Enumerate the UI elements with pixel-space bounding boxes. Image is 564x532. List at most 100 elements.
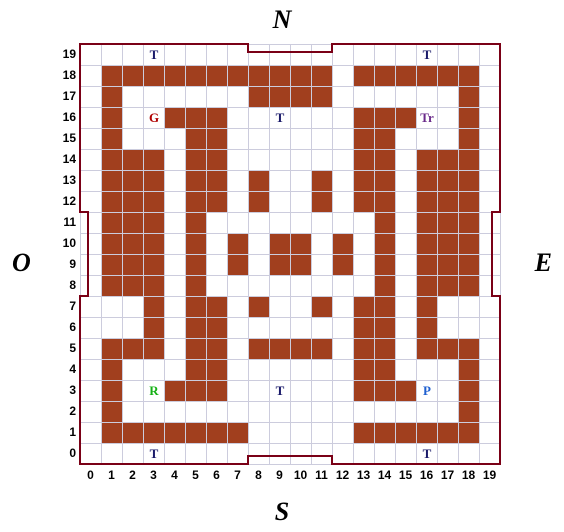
grid-cell <box>228 360 249 381</box>
grid-cell <box>81 360 102 381</box>
grid-cell <box>459 423 480 444</box>
grid-cell <box>459 150 480 171</box>
grid-cell <box>291 129 312 150</box>
grid-cell <box>438 87 459 108</box>
grid-cell <box>123 108 144 129</box>
grid-cell <box>312 129 333 150</box>
grid-cell <box>291 381 312 402</box>
grid-cell <box>207 213 228 234</box>
grid-cell <box>144 276 165 297</box>
grid-cell <box>270 87 291 108</box>
grid-cell <box>102 108 123 129</box>
grid-cell <box>207 297 228 318</box>
grid-cell <box>102 87 123 108</box>
grid-cell <box>102 213 123 234</box>
grid-cell <box>375 297 396 318</box>
grid-cell <box>165 444 186 465</box>
grid-cell <box>354 297 375 318</box>
axis-x-label: 9 <box>269 468 290 482</box>
grid-cell <box>144 66 165 87</box>
grid-cell <box>102 276 123 297</box>
grid-marker: P <box>417 381 438 402</box>
grid-cell <box>396 402 417 423</box>
grid-cell <box>375 423 396 444</box>
grid-cell <box>270 297 291 318</box>
grid-cell <box>228 129 249 150</box>
grid-cell <box>144 129 165 150</box>
grid-cell <box>228 87 249 108</box>
grid-cell <box>249 318 270 339</box>
grid-cell <box>438 108 459 129</box>
grid-cell <box>312 444 333 465</box>
grid-cell <box>480 318 501 339</box>
grid-cell <box>291 402 312 423</box>
grid-cell <box>123 318 144 339</box>
grid-cell <box>165 360 186 381</box>
grid-cell <box>480 297 501 318</box>
grid-cell <box>459 276 480 297</box>
grid-cell <box>186 444 207 465</box>
grid-cell <box>81 339 102 360</box>
grid-cell <box>249 255 270 276</box>
grid-cell <box>333 444 354 465</box>
grid-cell <box>186 360 207 381</box>
grid-cell <box>123 444 144 465</box>
grid-cell <box>249 66 270 87</box>
grid-cell <box>480 339 501 360</box>
grid-cell <box>459 87 480 108</box>
grid-cell <box>312 423 333 444</box>
grid-cell <box>186 213 207 234</box>
grid-cell <box>459 108 480 129</box>
grid-cell <box>165 108 186 129</box>
grid-cell <box>396 318 417 339</box>
grid-cell <box>228 213 249 234</box>
grid-cell <box>480 255 501 276</box>
grid-cell <box>375 276 396 297</box>
axis-y-label: 6 <box>56 317 76 338</box>
grid-cell <box>207 318 228 339</box>
grid-cell <box>291 318 312 339</box>
grid-cell <box>249 381 270 402</box>
grid-cell <box>438 213 459 234</box>
grid-cell <box>123 45 144 66</box>
grid-cell <box>438 150 459 171</box>
grid-cell <box>165 318 186 339</box>
grid-cell <box>459 66 480 87</box>
grid-cell <box>312 255 333 276</box>
grid-cell <box>81 276 102 297</box>
grid-cell <box>459 318 480 339</box>
grid-marker: T <box>144 444 165 465</box>
grid-cell <box>228 66 249 87</box>
grid-cell <box>375 318 396 339</box>
axis-x-label: 15 <box>395 468 416 482</box>
grid-cell <box>165 423 186 444</box>
grid-cell <box>396 339 417 360</box>
grid-cell <box>312 381 333 402</box>
axis-y-label: 18 <box>56 65 76 86</box>
grid-cell <box>354 171 375 192</box>
grid-cell <box>480 45 501 66</box>
grid-cell <box>144 402 165 423</box>
grid-cell <box>375 87 396 108</box>
grid-marker: T <box>270 108 291 129</box>
grid-cell <box>102 150 123 171</box>
grid-cell <box>207 381 228 402</box>
grid-cell <box>186 318 207 339</box>
grid-cell <box>396 45 417 66</box>
axis-x-label: 11 <box>311 468 332 482</box>
grid-cell <box>312 276 333 297</box>
grid-cell <box>396 423 417 444</box>
grid-cell <box>81 192 102 213</box>
grid-cell <box>354 255 375 276</box>
grid-cell <box>354 150 375 171</box>
grid-cell <box>186 66 207 87</box>
grid-cell <box>312 402 333 423</box>
grid-cell <box>144 87 165 108</box>
axis-x-label: 12 <box>332 468 353 482</box>
grid-cell <box>249 108 270 129</box>
grid-cell <box>480 171 501 192</box>
grid-cell <box>81 129 102 150</box>
grid-cell <box>102 129 123 150</box>
grid-cell <box>375 402 396 423</box>
grid-cell <box>417 66 438 87</box>
